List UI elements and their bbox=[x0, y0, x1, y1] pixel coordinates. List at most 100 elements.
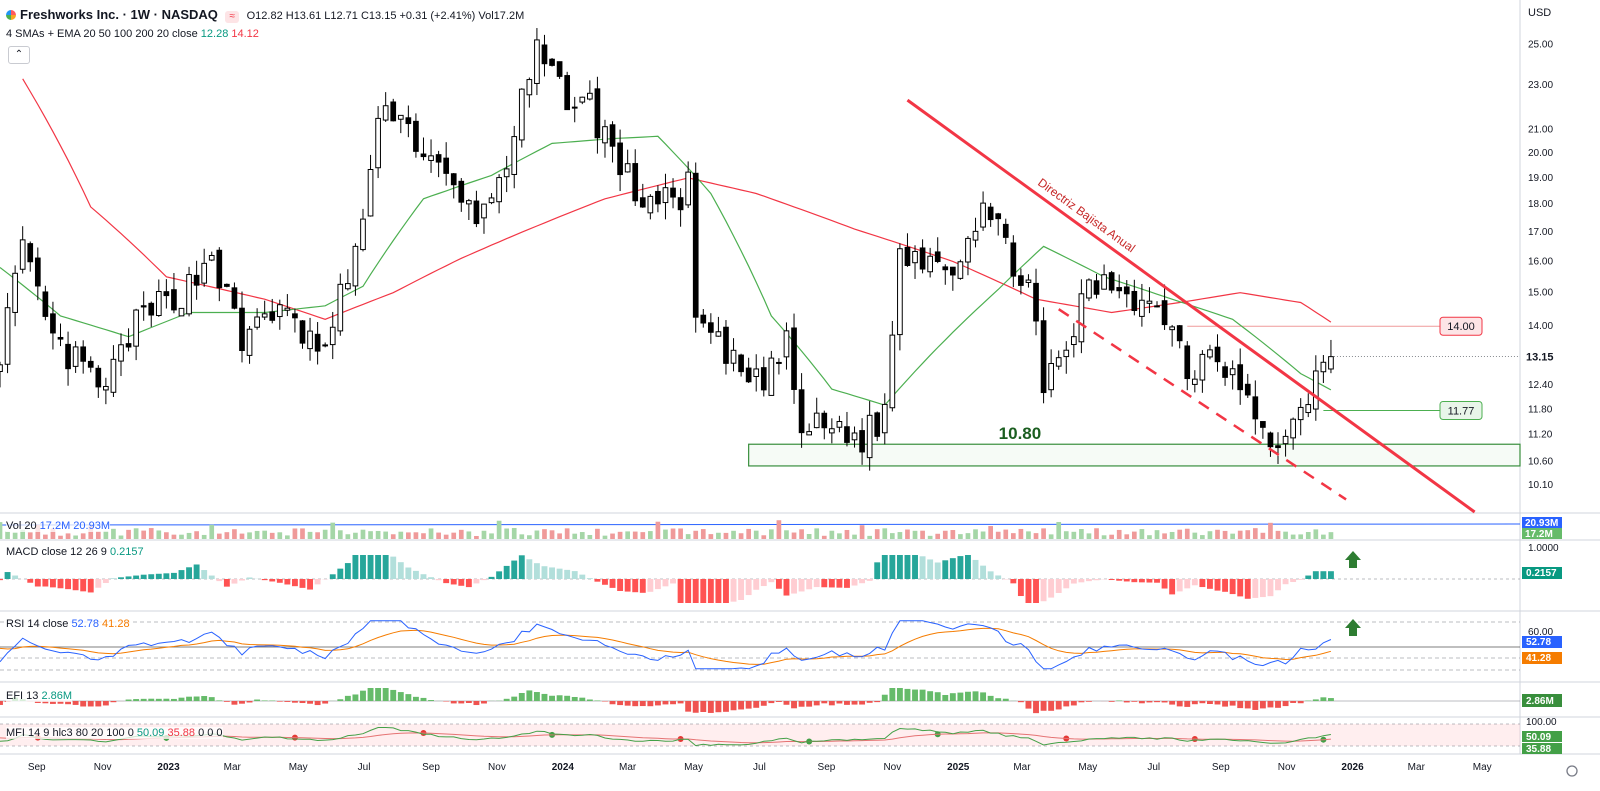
macd-histogram-bar bbox=[465, 579, 472, 588]
candle bbox=[269, 298, 276, 324]
candle bbox=[133, 308, 139, 361]
candle bbox=[125, 328, 132, 352]
candle-body bbox=[1108, 272, 1115, 291]
volume-bar bbox=[1048, 534, 1054, 539]
volume-bar bbox=[1260, 532, 1266, 539]
candle-body bbox=[723, 326, 729, 364]
candle-body bbox=[1312, 370, 1319, 410]
macd-histogram-bar bbox=[760, 579, 767, 587]
candle bbox=[1101, 264, 1107, 290]
candle bbox=[791, 313, 797, 404]
macd-axis-badge-label: 0.2157 bbox=[1526, 568, 1557, 579]
volume-bar bbox=[1071, 531, 1077, 539]
efi-bar bbox=[261, 700, 268, 701]
mfi-legend[interactable]: MFI 14 9 hlc3 80 20 100 0 50.09 35.88 0 … bbox=[6, 727, 223, 739]
efi-bar bbox=[193, 696, 200, 701]
efi-bar bbox=[1048, 701, 1055, 711]
volume-bar bbox=[1192, 532, 1198, 539]
candle bbox=[1116, 274, 1123, 299]
candle-body bbox=[1191, 378, 1198, 385]
macd-histogram-bar bbox=[965, 555, 971, 579]
volume-bar bbox=[307, 531, 313, 539]
rsi-legend[interactable]: RSI 14 close 52.78 41.28 bbox=[6, 618, 130, 630]
macd-histogram-bar bbox=[526, 559, 533, 579]
candle bbox=[1305, 393, 1312, 418]
candle bbox=[655, 185, 661, 213]
macd-histogram-bar bbox=[1033, 579, 1039, 603]
macd-histogram-bar bbox=[904, 555, 911, 579]
efi-bar bbox=[1237, 701, 1244, 709]
candle bbox=[0, 361, 3, 388]
volume-bar bbox=[201, 534, 207, 539]
macd-histogram-bar bbox=[798, 579, 805, 592]
macd-histogram-bar bbox=[1093, 579, 1100, 581]
efi-bar bbox=[821, 701, 828, 704]
candle-body bbox=[360, 218, 366, 251]
efi-bar bbox=[1025, 701, 1032, 709]
efi-bar bbox=[223, 701, 230, 702]
candle-body bbox=[1161, 300, 1168, 326]
candle bbox=[496, 174, 502, 214]
symbol-compare-icon[interactable]: ≈ bbox=[225, 11, 240, 23]
candle-body bbox=[571, 106, 578, 109]
macd-histogram-bar bbox=[488, 576, 495, 579]
macd-histogram-bar bbox=[299, 579, 306, 588]
volume-bar bbox=[534, 530, 540, 539]
efi-bar bbox=[745, 701, 752, 709]
efi-bar bbox=[912, 689, 918, 701]
macd-histogram-bar bbox=[1063, 579, 1070, 589]
volume-bar bbox=[950, 530, 956, 539]
volume-bar bbox=[1290, 534, 1296, 539]
volume-bar bbox=[315, 532, 320, 539]
efi-bar bbox=[284, 701, 291, 702]
symbol-header[interactable]: Freshworks Inc. · 1W · NASDAQ ≈ O12.82 H… bbox=[6, 7, 524, 23]
candle bbox=[670, 178, 676, 209]
efi-bar bbox=[654, 701, 661, 706]
rsi-legend-ma-value: 41.28 bbox=[102, 618, 130, 630]
time-tick-label: Sep bbox=[1212, 762, 1230, 773]
collapse-legend-button[interactable]: ⌃ bbox=[8, 46, 30, 64]
macd-histogram-bar bbox=[87, 579, 94, 593]
macd-up-arrow-icon bbox=[1345, 551, 1361, 568]
candle bbox=[239, 291, 245, 363]
candle bbox=[556, 61, 563, 79]
macd-legend[interactable]: MACD close 12 26 9 0.2157 bbox=[6, 546, 144, 558]
vol-legend[interactable]: Vol 20 17.2M 20.93M bbox=[6, 520, 110, 532]
candle-body bbox=[1063, 349, 1070, 358]
symbol-title[interactable]: Freshworks Inc. · 1W · NASDAQ bbox=[20, 7, 218, 22]
candle-body bbox=[1055, 357, 1062, 367]
efi-bar bbox=[1131, 701, 1138, 702]
macd-histogram-bar bbox=[1169, 579, 1176, 595]
volume-bar bbox=[443, 534, 449, 539]
volume-bar bbox=[511, 528, 517, 539]
candle-body bbox=[1033, 282, 1039, 322]
candle-body bbox=[118, 344, 124, 362]
candle bbox=[1267, 431, 1274, 457]
efi-legend[interactable]: EFI 13 2.86M bbox=[6, 690, 73, 702]
time-tick-label: Sep bbox=[818, 762, 836, 773]
macd-histogram-bar bbox=[821, 579, 828, 588]
candle-body bbox=[140, 305, 147, 308]
candle-body bbox=[397, 114, 404, 120]
macd-histogram-bar bbox=[791, 579, 797, 594]
volume-bar bbox=[1177, 529, 1183, 539]
candle bbox=[609, 121, 616, 163]
indicator-legend[interactable]: 4 SMAs + EMA 20 50 100 200 20 close 12.2… bbox=[6, 28, 259, 40]
macd-histogram-bar bbox=[602, 579, 608, 585]
candle-body bbox=[927, 255, 933, 273]
volume-bar bbox=[1305, 532, 1311, 539]
candle-body bbox=[980, 202, 986, 228]
efi-bar bbox=[1229, 701, 1236, 706]
candle-body bbox=[103, 385, 109, 391]
candle bbox=[473, 190, 480, 228]
candle-body bbox=[874, 412, 881, 437]
macd-histogram-bar bbox=[518, 555, 525, 579]
volume-bar bbox=[965, 533, 971, 539]
volume-bar bbox=[277, 532, 283, 539]
macd-histogram-bar bbox=[178, 570, 185, 579]
volume-bar bbox=[519, 534, 525, 539]
macd-histogram-bar bbox=[367, 555, 374, 579]
currency-label[interactable]: USD bbox=[1528, 7, 1552, 19]
macd-histogram-bar bbox=[942, 560, 949, 579]
